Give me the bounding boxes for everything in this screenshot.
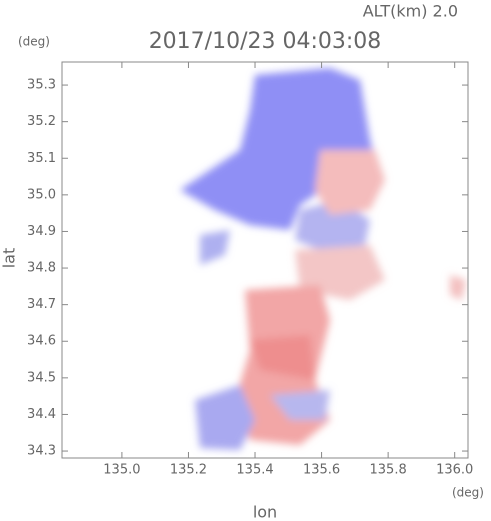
y-tick-label: 34.9 — [27, 224, 56, 239]
plot-frame — [61, 61, 469, 459]
y-tick-label: 34.7 — [27, 297, 56, 312]
x-tick-label: 135.0 — [103, 463, 140, 478]
y-tick-label: 35.3 — [27, 78, 56, 93]
radar-field — [180, 68, 466, 450]
x-tick-label: 135.8 — [370, 463, 407, 478]
x-tick-label: 135.4 — [236, 463, 273, 478]
altitude-label: ALT(km) 2.0 — [363, 2, 458, 21]
x-unit: (deg) — [452, 486, 484, 500]
y-tick-label: 35.1 — [27, 151, 56, 166]
y-tick-label: 35.2 — [27, 114, 56, 129]
y-tick-label: 34.6 — [27, 334, 56, 349]
y-tick-label: 34.8 — [27, 261, 56, 276]
x-tick-label: 135.2 — [170, 463, 207, 478]
chart-title: 2017/10/23 04:03:08 — [149, 29, 382, 54]
x-tick-label: 136.0 — [436, 463, 473, 478]
y-axis-label: lat — [0, 248, 19, 269]
y-tick-label: 34.5 — [27, 370, 56, 385]
x-tick-label: 135.6 — [303, 463, 340, 478]
y-tick-label: 35.0 — [27, 187, 56, 202]
y-unit: (deg) — [18, 35, 50, 49]
y-tick-label: 34.3 — [27, 444, 56, 459]
x-axis-label: lon — [253, 503, 277, 521]
y-tick-label: 34.4 — [27, 407, 56, 422]
